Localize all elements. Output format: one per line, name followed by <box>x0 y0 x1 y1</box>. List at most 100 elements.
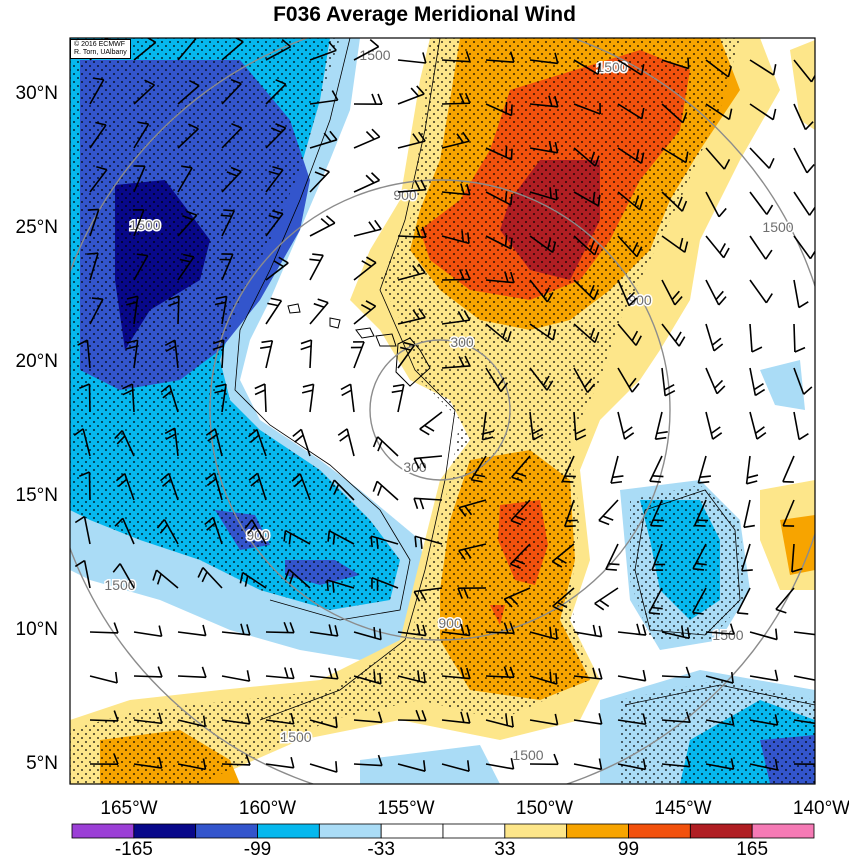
wind-barb <box>441 623 471 637</box>
wind-barb <box>573 667 603 680</box>
latitude-label: 10°N <box>15 619 58 640</box>
wind-barb <box>749 323 763 353</box>
longitude-label: 165°W <box>100 798 158 819</box>
wind-barb <box>265 297 283 325</box>
wind-barb <box>661 625 691 640</box>
range-ring-label: 1500 <box>104 577 135 593</box>
wind-barb <box>329 479 355 501</box>
wind-barb <box>441 310 471 325</box>
wind-barb <box>692 543 707 571</box>
longitude-label: 145°W <box>654 798 712 819</box>
wind-barb <box>74 515 91 545</box>
wind-barb <box>793 719 815 725</box>
longitude-label: 150°W <box>515 798 574 819</box>
wind-barb <box>177 165 193 193</box>
wind-barb <box>791 543 803 573</box>
colorbar-segment <box>628 823 691 839</box>
range-ring-label: 1500 <box>280 729 311 745</box>
wind-barb <box>529 671 558 685</box>
wind-barb <box>78 471 91 501</box>
wind-barb <box>353 172 381 193</box>
wind-barb <box>697 455 711 484</box>
wind-barb <box>177 123 199 149</box>
wind-barb <box>661 367 676 397</box>
wind-barb <box>152 569 179 589</box>
colorbar <box>71 823 815 839</box>
wind-barb <box>353 219 382 237</box>
wind-barb <box>265 667 295 680</box>
wind-barb <box>353 128 381 149</box>
wind-barb <box>248 472 267 501</box>
wind-barb <box>552 587 575 613</box>
wind-barb <box>561 455 576 483</box>
wind-barb <box>291 473 311 501</box>
wind-barb <box>353 626 382 641</box>
range-ring-label: 1500 <box>712 627 743 643</box>
wind-barb <box>485 191 513 206</box>
wind-barb <box>79 383 91 413</box>
wind-barb <box>214 383 227 413</box>
wind-barb <box>221 166 242 193</box>
wind-barb <box>441 131 470 149</box>
wind-barb <box>114 430 135 457</box>
wind-barb <box>133 253 149 281</box>
latitude-label: 5°N <box>26 753 58 774</box>
wind-barb <box>221 623 251 636</box>
wind-barb <box>372 480 399 501</box>
wind-barb <box>741 543 753 572</box>
wind-barb <box>705 323 724 352</box>
wind-barb <box>265 713 295 725</box>
range-ring-label: 1500 <box>129 217 160 233</box>
wind-barb <box>122 383 135 413</box>
colorbar-label: 165 <box>736 839 769 860</box>
wind-barb <box>156 519 179 545</box>
colorbar-segment <box>257 823 320 839</box>
wind-barbs <box>73 38 815 773</box>
wind-barb <box>397 341 415 369</box>
wind-barb <box>115 472 135 501</box>
wind-barb <box>133 666 163 678</box>
colorbar-label: 99 <box>617 839 640 860</box>
wind-barb <box>598 499 619 526</box>
wind-barb <box>133 757 163 769</box>
wind-barb <box>743 499 755 529</box>
wind-barb <box>485 271 515 284</box>
wind-barb <box>301 383 315 413</box>
colorbar-label: 33 <box>494 839 516 860</box>
range-ring <box>209 179 671 641</box>
longitude-label: 155°W <box>377 798 435 819</box>
wind-barb <box>126 339 139 369</box>
wind-barb <box>563 499 578 528</box>
wind-barb <box>212 339 225 369</box>
colorbar-segment <box>566 823 629 839</box>
wind-barb <box>337 428 355 457</box>
wind-barb <box>221 754 251 766</box>
wind-barb <box>617 191 644 211</box>
wind-barb <box>617 758 647 771</box>
wind-barb <box>705 367 726 395</box>
wind-barb <box>749 191 774 215</box>
wind-barb <box>177 38 197 61</box>
wind-barb <box>793 235 815 260</box>
colorbar-segment <box>195 823 258 839</box>
wind-barb <box>89 753 119 765</box>
wind-barb <box>594 587 619 611</box>
wind-barb <box>705 103 733 121</box>
map-frame <box>69 37 816 785</box>
wind-barb <box>397 263 426 281</box>
wind-barb <box>397 179 427 193</box>
wind-barb <box>573 147 600 167</box>
wind-barb <box>749 758 779 771</box>
wind-barb <box>705 59 733 78</box>
wind-barb <box>441 183 471 196</box>
wind-barb <box>397 709 427 722</box>
wind-barb <box>74 559 91 589</box>
wind-barb <box>221 78 242 105</box>
wind-barb <box>749 411 767 440</box>
wind-barb <box>309 166 330 193</box>
wind-barb <box>793 763 815 766</box>
wind-barb <box>745 455 759 485</box>
wind-barb <box>573 758 603 771</box>
wind-barb <box>419 411 443 436</box>
wind-barb <box>309 90 339 105</box>
